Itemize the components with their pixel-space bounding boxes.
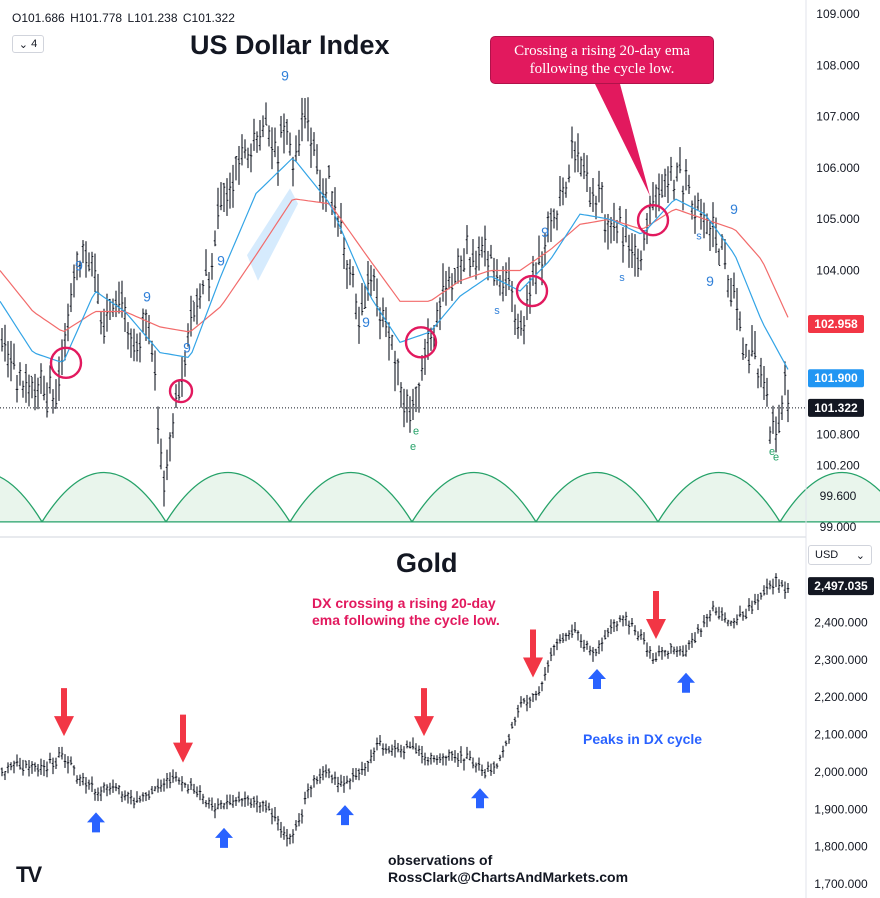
up-arrow-icon [215, 827, 233, 848]
count-label: e [413, 426, 419, 438]
price-label-box [808, 398, 864, 417]
peaks-annotation: Peaks in DX cycle [583, 731, 703, 747]
cycle-arc [164, 472, 292, 523]
down-arrow-icon [523, 629, 543, 678]
credit-line-2: RossClark@ChartsAndMarkets.com [388, 869, 629, 885]
up-arrow-icon [588, 669, 606, 690]
price-label-box [808, 314, 864, 333]
price-label: 102.958 [814, 317, 858, 331]
callout-box: Crossing a rising 20-day ema following t… [490, 36, 714, 84]
cycle-arc [534, 471, 660, 523]
chevron-down-icon: ⌄ [18, 38, 29, 51]
price-label-box [808, 577, 874, 596]
open-value: O101.686 [12, 11, 65, 25]
y-tick-label: 105.000 [816, 212, 860, 226]
cycle-arc [410, 472, 538, 523]
chevron-down-icon: ⌄ [855, 549, 865, 562]
price-label-box [808, 369, 864, 388]
currency-value: USD [815, 549, 839, 561]
count-label: e [773, 451, 779, 463]
price-label: 2,497.035 [814, 579, 868, 593]
y-tick-label: 108.000 [816, 58, 860, 72]
currency-select[interactable]: USD ⌄ [808, 545, 872, 565]
dx-ema-fast-line [0, 157, 789, 370]
ohlc-legend: O101.686 H101.778 L101.238 C101.322 [12, 11, 237, 25]
close-value: C101.322 [182, 11, 235, 25]
y-tick-label: 99.600 [820, 489, 857, 503]
gold-annotation: DX crossing a rising 20-day ema followin… [312, 595, 542, 629]
credit-text: observations of RossClark@ChartsAndMarke… [388, 852, 628, 886]
count-label: 9 [75, 258, 83, 274]
low-value: L101.238 [127, 11, 178, 25]
count-label: 9 [183, 340, 191, 356]
crossing-marker [168, 378, 194, 404]
count-label: 9 [730, 201, 738, 217]
callout-pointer [595, 84, 650, 196]
up-arrow-icon [677, 672, 695, 693]
gold-chart [0, 573, 790, 848]
crossing-marker [515, 274, 549, 308]
count-label: 9 [541, 224, 549, 240]
gold-annotation-line-2: ema following the cycle low. [312, 612, 500, 628]
gold-annotation-line-1: DX crossing a rising 20-day [312, 595, 496, 611]
y-tick-label: 1,700.000 [814, 877, 868, 891]
y-tick-label: 100.200 [816, 458, 860, 472]
count-label: s [696, 231, 702, 243]
cycle-arc [778, 472, 880, 523]
crossing-marker [636, 204, 670, 237]
down-arrow-icon [646, 591, 666, 640]
price-label: 101.900 [814, 371, 858, 385]
high-value: H101.778 [70, 11, 123, 25]
up-arrow-icon [471, 788, 489, 809]
count-label: 9 [706, 273, 714, 289]
tradingview-logo-icon: TV [16, 862, 42, 887]
dx-ema-20-line [0, 198, 789, 333]
cycle-arc [0, 476, 44, 523]
credit-line-1: observations of [388, 852, 493, 868]
down-arrow-icon [414, 688, 434, 737]
count-label: e [769, 446, 775, 458]
y-tick-label: 99.000 [820, 520, 857, 534]
cycle-arc [656, 471, 782, 523]
crossing-marker [49, 346, 83, 380]
count-label: 9 [281, 68, 289, 84]
y-tick-label: 1,800.000 [814, 840, 868, 854]
callout-line-1: Crossing a rising 20-day ema [514, 43, 690, 59]
y-tick-label: 107.000 [816, 110, 860, 124]
down-arrow-icon [173, 714, 193, 763]
count-label: s [494, 305, 500, 317]
y-tick-label: 104.000 [816, 264, 860, 278]
count-label: 9 [143, 288, 151, 304]
crossing-marker [404, 326, 438, 359]
count-label: e [410, 441, 416, 453]
up-arrow-icon [87, 812, 105, 833]
y-tick-label: 2,000.000 [814, 765, 868, 779]
y-tick-label: 2,400.000 [814, 615, 868, 629]
y-tick-label: 109.000 [816, 7, 860, 21]
count-label: 9 [362, 314, 370, 330]
collapse-indicators-button[interactable]: ⌄ 4 [12, 35, 44, 53]
cycle-arc [288, 471, 414, 523]
indicator-count: 4 [31, 38, 38, 50]
count-label: 9 [217, 252, 225, 268]
callout-line-2: following the cycle low. [529, 61, 675, 77]
y-tick-label: 2,100.000 [814, 728, 868, 742]
y-tick-label: 2,200.000 [814, 690, 868, 704]
cycle-arc [40, 472, 168, 523]
y-tick-label: 2,300.000 [814, 653, 868, 667]
dollar-index-title: US Dollar Index [190, 30, 390, 60]
y-tick-label: 106.000 [816, 161, 860, 175]
y-tick-label: 1,900.000 [814, 802, 868, 816]
up-arrow-icon [336, 805, 354, 826]
down-arrow-icon [54, 688, 74, 737]
y-tick-label: 100.800 [816, 428, 860, 442]
count-label: s [619, 272, 625, 284]
gold-title: Gold [396, 548, 458, 578]
price-label: 101.322 [814, 401, 858, 415]
